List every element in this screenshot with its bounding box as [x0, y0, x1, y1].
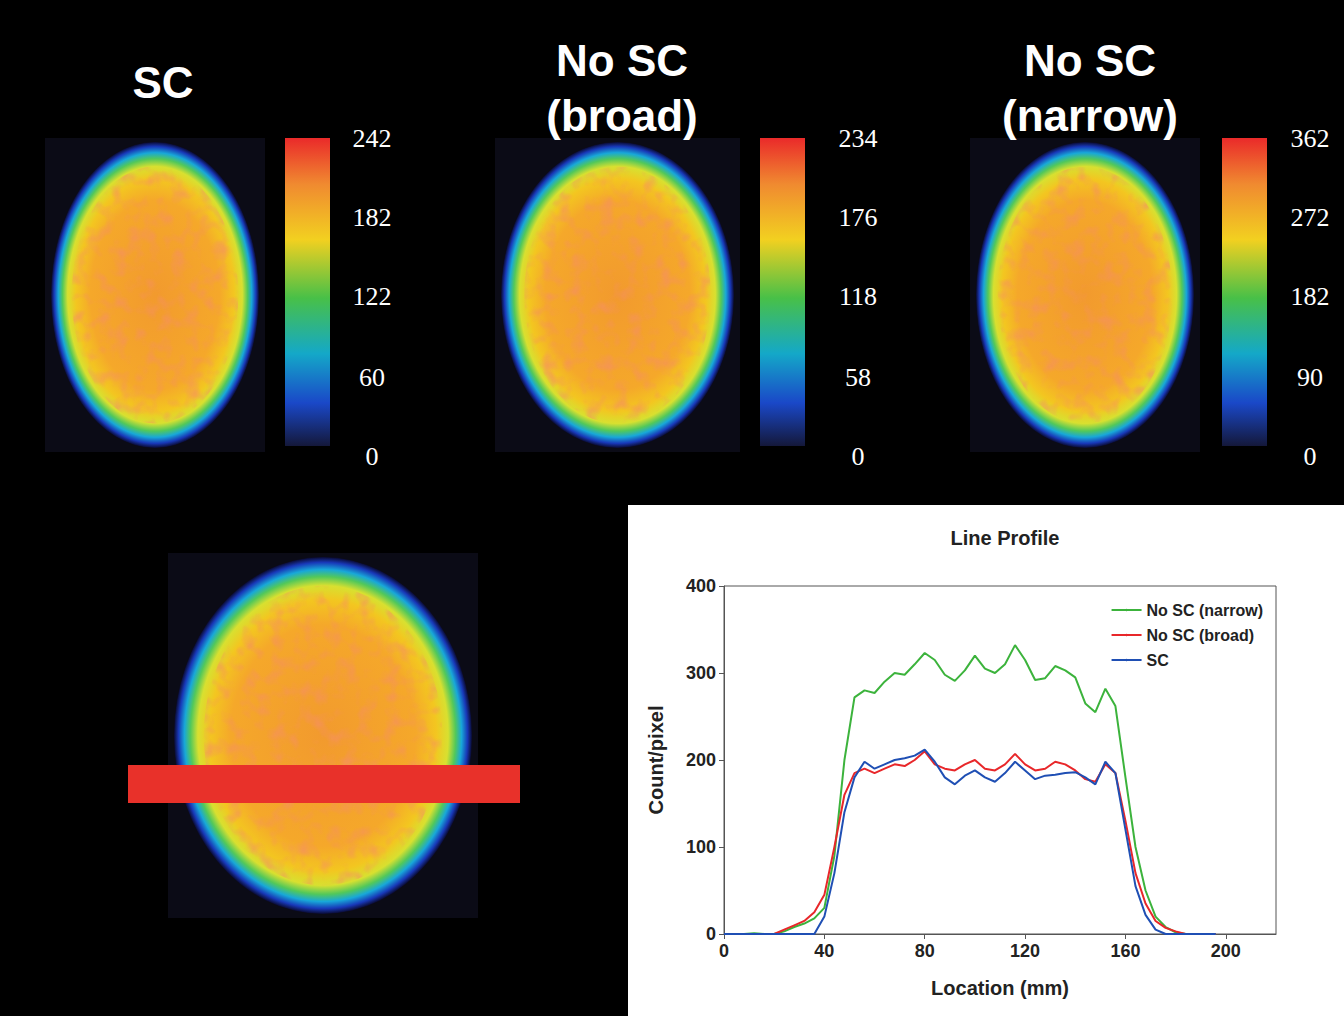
svg-text:0: 0 [719, 941, 729, 961]
svg-text:0: 0 [706, 924, 716, 944]
svg-text:242: 242 [353, 124, 392, 153]
svg-text:No SC (broad): No SC (broad) [1147, 627, 1255, 644]
svg-text:SC: SC [1147, 652, 1170, 669]
svg-text:No SC: No SC [1024, 36, 1156, 85]
svg-text:362: 362 [1291, 124, 1330, 153]
svg-text:(broad): (broad) [546, 91, 698, 140]
svg-text:176: 176 [839, 203, 878, 232]
svg-text:182: 182 [353, 203, 392, 232]
svg-text:Location (mm): Location (mm) [931, 977, 1069, 999]
svg-text:60: 60 [359, 363, 385, 392]
svg-text:58: 58 [845, 363, 871, 392]
svg-text:400: 400 [686, 576, 716, 596]
svg-text:272: 272 [1291, 203, 1330, 232]
svg-text:234: 234 [839, 124, 878, 153]
svg-text:90: 90 [1297, 363, 1323, 392]
svg-text:Count/pixel: Count/pixel [645, 706, 667, 815]
svg-text:182: 182 [1291, 282, 1330, 311]
svg-text:118: 118 [839, 282, 877, 311]
svg-text:Line Profile: Line Profile [951, 527, 1060, 549]
svg-text:122: 122 [353, 282, 392, 311]
svg-text:No SC: No SC [556, 36, 688, 85]
svg-text:0: 0 [1304, 442, 1317, 471]
svg-text:100: 100 [686, 837, 716, 857]
svg-text:No SC (narrow): No SC (narrow) [1147, 602, 1263, 619]
svg-text:120: 120 [1010, 941, 1040, 961]
svg-text:0: 0 [366, 442, 379, 471]
svg-text:200: 200 [1211, 941, 1241, 961]
svg-text:(narrow): (narrow) [1002, 91, 1178, 140]
svg-text:40: 40 [814, 941, 834, 961]
svg-text:160: 160 [1110, 941, 1140, 961]
svg-text:SC: SC [132, 58, 193, 107]
svg-text:300: 300 [686, 663, 716, 683]
svg-text:200: 200 [686, 750, 716, 770]
svg-text:0: 0 [852, 442, 865, 471]
svg-text:80: 80 [915, 941, 935, 961]
